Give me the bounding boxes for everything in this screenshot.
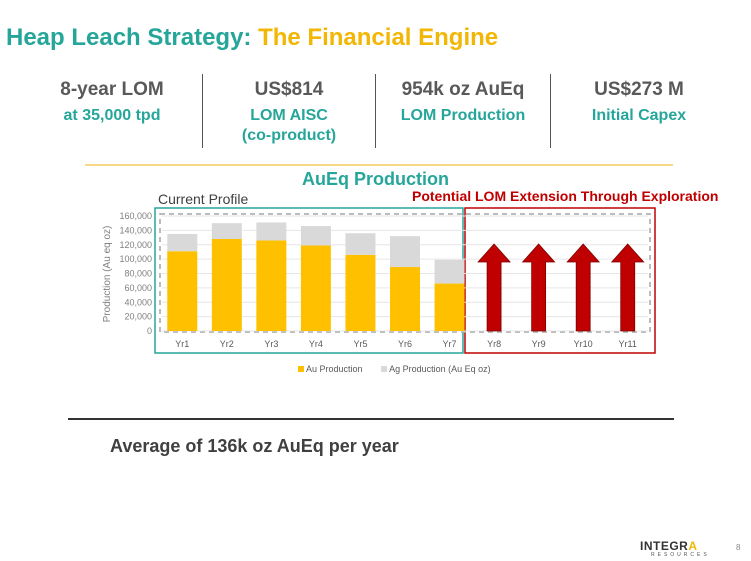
bar-au-production-yr2 xyxy=(211,239,242,331)
x-tick-label: Yr1 xyxy=(175,339,189,349)
legend-swatch xyxy=(381,366,388,372)
bar-ag-production-au-eq-oz--yr1 xyxy=(167,233,198,252)
kpi-aisc-label: LOM AISC (co-product) xyxy=(203,106,375,146)
slide-title-part2: The Financial Engine xyxy=(258,24,499,51)
bar-au-production-yr3 xyxy=(256,240,287,331)
bar-ag-production-au-eq-oz--yr3 xyxy=(256,222,287,241)
bar-au-production-yr7 xyxy=(434,283,465,331)
bar-ag-production-au-eq-oz--yr2 xyxy=(211,223,242,239)
logo-accent: A xyxy=(688,539,698,553)
kpi-divider xyxy=(550,74,551,148)
bar-ag-production-au-eq-oz--yr7 xyxy=(434,259,465,284)
slide-title: Heap Leach Strategy: The Financial Engin… xyxy=(6,24,498,52)
bar-au-production-yr6 xyxy=(390,267,420,331)
production-chart: 160,000 140,000 120,000 100,000 80,000 60,000… xyxy=(102,207,656,374)
gold-divider xyxy=(85,164,673,166)
y-tick-label: 100,000 xyxy=(119,254,152,264)
legend-entry: Au Production xyxy=(306,364,363,374)
kpi-production-label: LOM Production xyxy=(400,107,526,124)
kpi-aisc-value: US$814 xyxy=(254,79,324,100)
y-tick-label: 20,000 xyxy=(124,312,152,322)
chart-title: AuEq Production xyxy=(302,169,449,189)
legend-swatch xyxy=(298,366,304,372)
logo-name: INTEGR xyxy=(640,539,689,553)
growth-arrow-yr10 xyxy=(566,243,601,332)
y-tick-label: 0 xyxy=(147,326,152,336)
kpi-divider xyxy=(202,74,203,148)
x-tick-label: Yr10 xyxy=(574,339,593,349)
x-tick-label: Yr7 xyxy=(443,339,457,349)
x-tick-label: Yr8 xyxy=(487,339,501,349)
kpi-capex: US$273 M Initial Capex xyxy=(551,78,727,126)
company-logo: INTEGRA xyxy=(640,539,698,553)
extension-box xyxy=(464,207,656,354)
kpi-production-value: 954k oz AuEq xyxy=(401,79,525,100)
kpi-lom-value: 8-year LOM xyxy=(60,79,164,100)
x-tick-label: Yr6 xyxy=(398,339,412,349)
y-tick-label: 140,000 xyxy=(119,225,152,235)
kpi-aisc-label-line1: LOM AISC xyxy=(250,107,328,124)
bar-au-production-yr1 xyxy=(167,251,198,331)
kpi-lom: 8-year LOM at 35,000 tpd xyxy=(22,78,202,126)
growth-arrow-yr8 xyxy=(477,243,511,332)
y-tick-label: 60,000 xyxy=(124,283,152,293)
logo-subtitle: RESOURCES xyxy=(651,552,710,558)
x-tick-label: Yr9 xyxy=(532,339,546,349)
summary-divider xyxy=(68,418,674,420)
bar-ag-production-au-eq-oz--yr6 xyxy=(390,236,420,268)
bar-ag-production-au-eq-oz--yr5 xyxy=(345,233,376,255)
kpi-capex-label: Initial Capex xyxy=(591,107,687,124)
y-tick-label: 80,000 xyxy=(124,269,152,279)
bar-au-production-yr4 xyxy=(300,245,331,331)
kpi-capex-value: US$273 M xyxy=(594,79,684,100)
growth-arrow-yr9 xyxy=(521,243,556,332)
y-tick-label: 120,000 xyxy=(119,240,152,250)
kpi-aisc: US$814 LOM AISC (co-product) xyxy=(203,78,375,146)
bar-ag-production-au-eq-oz--yr4 xyxy=(300,226,331,246)
x-tick-label: Yr5 xyxy=(353,339,367,349)
potential-extension-label: Potential LOM Extension Through Explorat… xyxy=(412,188,719,204)
y-tick-label: 40,000 xyxy=(124,297,152,307)
average-production-text: Average of 136k oz AuEq per year xyxy=(110,436,399,456)
y-axis-label: Production (Au eq oz) xyxy=(102,226,113,323)
kpi-lom-label: at 35,000 tpd xyxy=(63,107,161,124)
x-tick-label: Yr2 xyxy=(220,339,234,349)
x-tick-label: Yr3 xyxy=(264,339,278,349)
y-tick-label: 160,000 xyxy=(119,211,152,221)
x-tick-label: Yr4 xyxy=(309,339,323,349)
kpi-production: 954k oz AuEq LOM Production xyxy=(376,78,550,126)
legend-entry: Ag Production (Au Eq oz) xyxy=(389,364,491,374)
bar-au-production-yr5 xyxy=(345,254,376,331)
page-number: 8 xyxy=(736,543,741,552)
growth-arrow-yr11 xyxy=(610,243,645,332)
kpi-aisc-label-line2: (co-product) xyxy=(241,127,337,144)
kpi-divider xyxy=(375,74,376,148)
slide-title-part1: Heap Leach Strategy: xyxy=(6,24,252,51)
plot-area-frame xyxy=(159,213,651,333)
current-profile-label: Current Profile xyxy=(158,191,249,207)
x-tick-label: Yr11 xyxy=(619,339,637,349)
